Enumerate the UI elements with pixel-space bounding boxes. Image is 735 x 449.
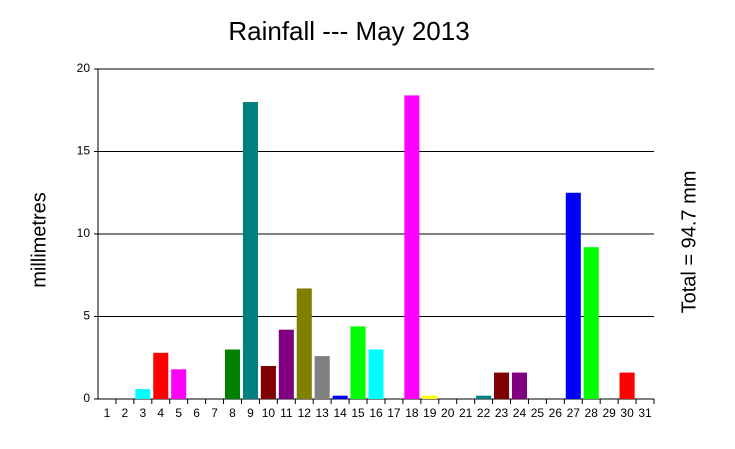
y-axis-label: millimetres — [28, 192, 50, 288]
bar — [476, 395, 492, 399]
bar — [260, 366, 276, 399]
x-tick-label: 23 — [495, 406, 509, 420]
bar — [153, 352, 169, 399]
x-tick-label: 4 — [157, 406, 164, 420]
x-tick-label: 1 — [104, 406, 111, 420]
bar — [224, 349, 241, 399]
bar — [296, 288, 312, 399]
x-tick-label: 19 — [423, 406, 437, 420]
x-tick-label: 9 — [247, 406, 254, 420]
x-tick-label: 30 — [620, 406, 634, 420]
x-tick-label: 14 — [333, 406, 347, 420]
bar — [242, 102, 258, 399]
x-tick-label: 28 — [585, 406, 599, 420]
x-tick-label: 26 — [549, 406, 563, 420]
x-tick-label: 20 — [441, 406, 455, 420]
x-tick-label: 3 — [139, 406, 146, 420]
bar — [565, 192, 581, 399]
bar — [511, 372, 528, 399]
x-tick-label: 25 — [531, 406, 545, 420]
x-tick-label: 24 — [513, 406, 527, 420]
bar — [332, 395, 348, 399]
bar — [404, 95, 420, 400]
bar — [583, 247, 599, 399]
x-tick-label: 7 — [211, 406, 218, 420]
x-tick-label: 15 — [351, 406, 365, 420]
bar — [350, 326, 366, 399]
bar — [278, 329, 294, 399]
x-tick-label: 16 — [369, 406, 383, 420]
y-tick-label: 10 — [77, 226, 91, 240]
annotation: Total = 94.7 mm — [678, 171, 700, 314]
y-tick-label: 0 — [83, 391, 90, 405]
bar — [368, 349, 384, 399]
x-tick-label: 12 — [298, 406, 312, 420]
x-tick-label: 10 — [262, 406, 276, 420]
bar — [171, 369, 187, 399]
y-tick-label: 15 — [77, 144, 91, 158]
bar — [314, 356, 330, 399]
x-tick-label: 13 — [316, 406, 330, 420]
x-tick-label: 31 — [638, 406, 652, 420]
x-tick-label: 18 — [405, 406, 419, 420]
x-tick-label: 17 — [387, 406, 401, 420]
bar — [494, 372, 510, 399]
x-tick-label: 27 — [567, 406, 581, 420]
x-tick-label: 2 — [122, 406, 129, 420]
bar — [422, 395, 438, 399]
x-tick-label: 6 — [193, 406, 200, 420]
y-tick-label: 5 — [83, 309, 90, 323]
x-tick-label: 8 — [229, 406, 236, 420]
y-tick-label: 20 — [77, 61, 91, 75]
x-tick-label: 21 — [459, 406, 473, 420]
x-tick-label: 29 — [602, 406, 616, 420]
x-tick-label: 11 — [280, 406, 293, 420]
x-tick-label: 5 — [175, 406, 182, 420]
x-tick-label: 22 — [477, 406, 491, 420]
bar — [619, 372, 635, 399]
bar — [135, 389, 151, 399]
chart-title: Rainfall --- May 2013 — [228, 16, 469, 46]
